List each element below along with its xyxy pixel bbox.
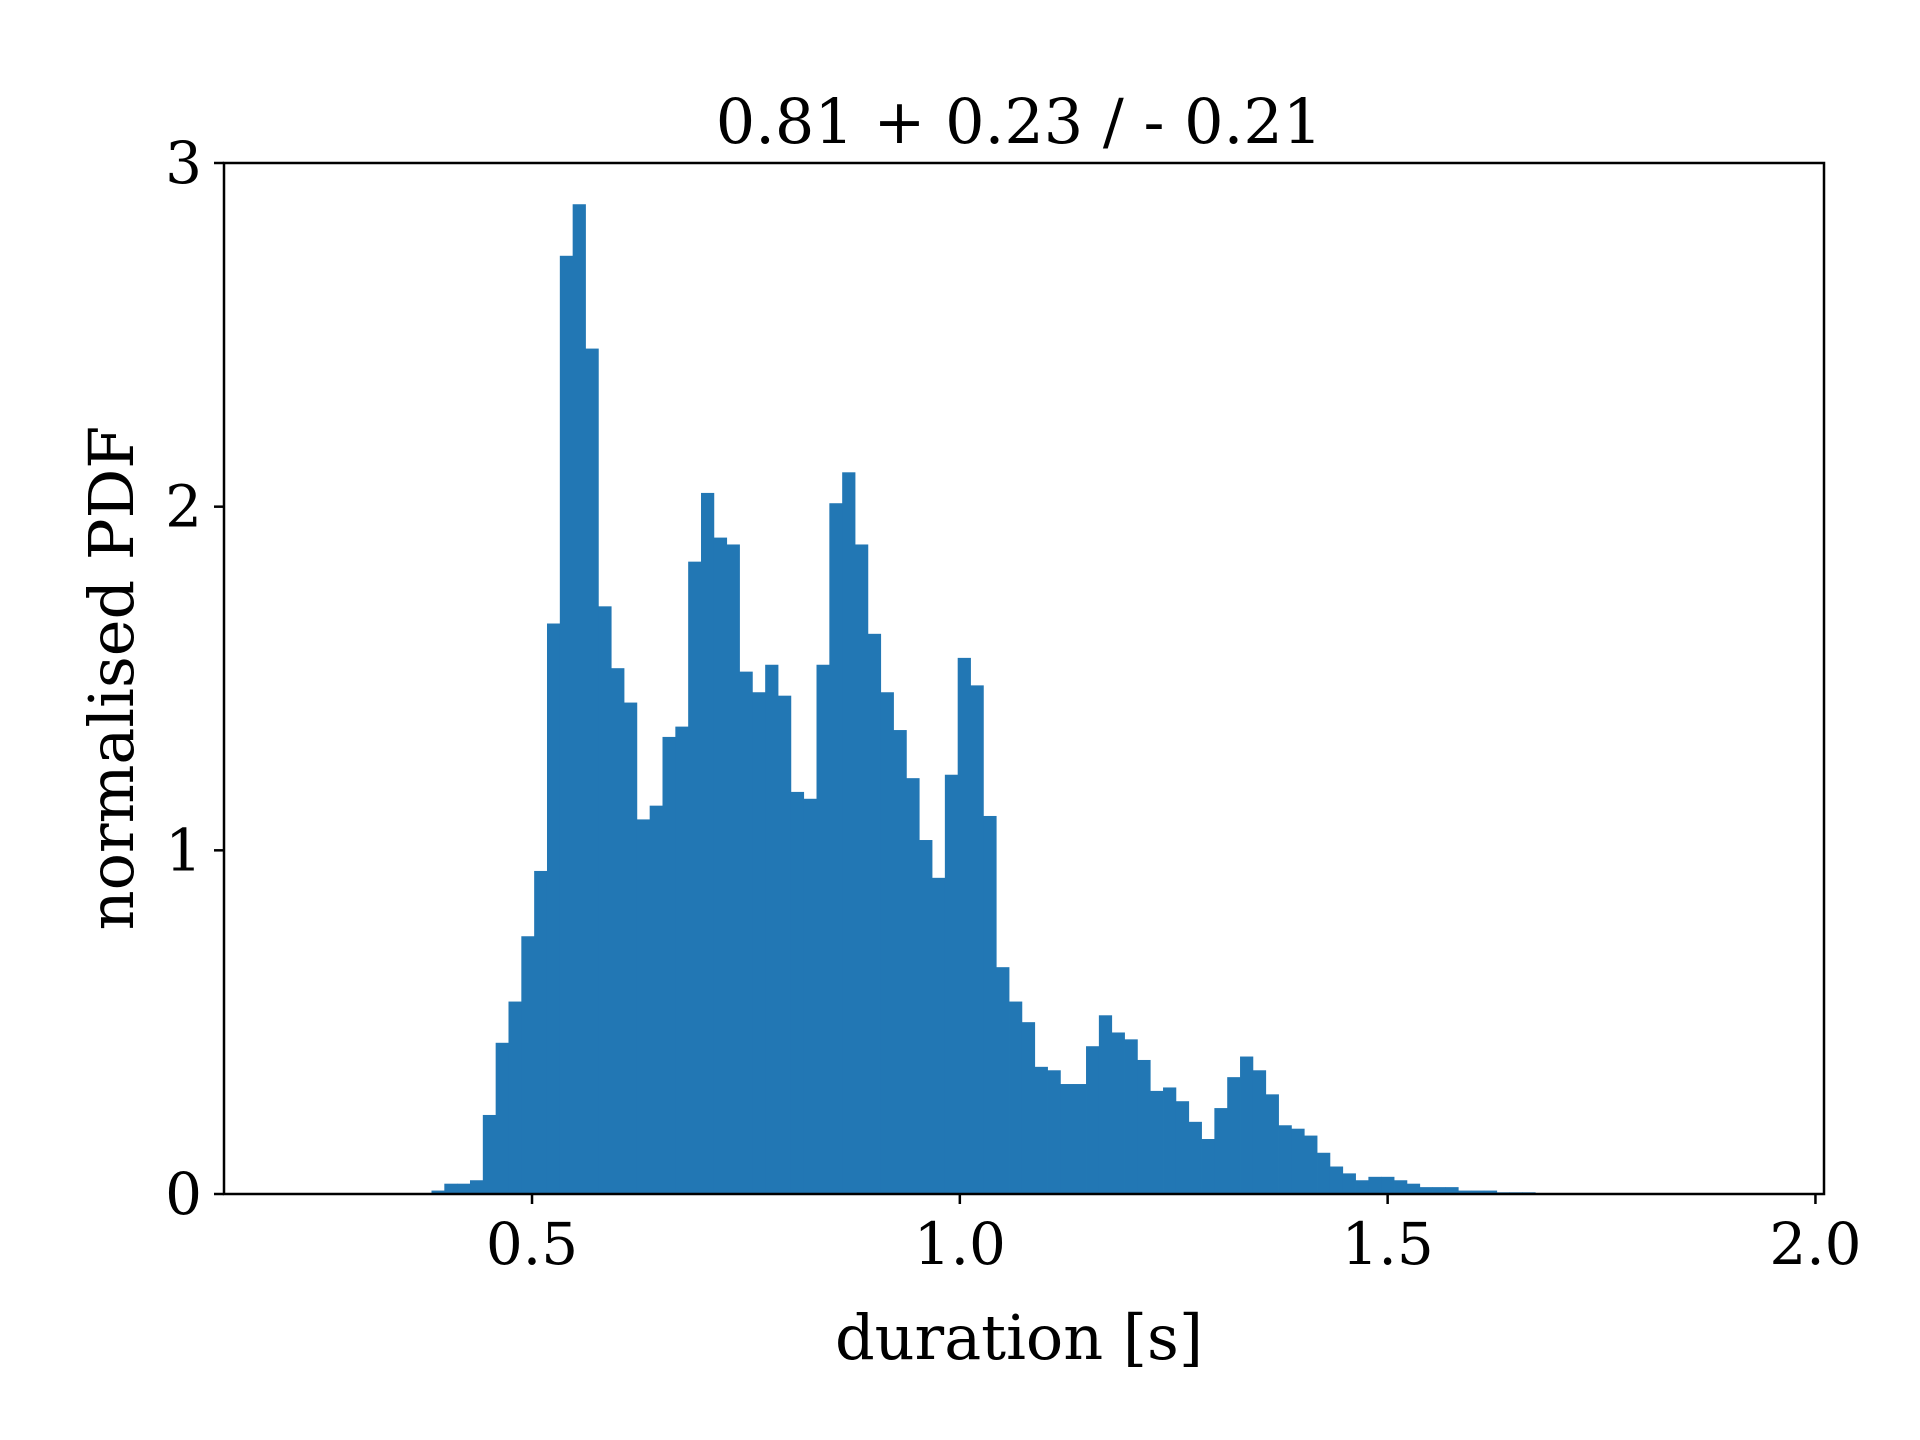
histogram-bar-39 (919, 840, 933, 1194)
histogram-bar-71 (1329, 1166, 1344, 1194)
histogram-bar-52 (1086, 1046, 1100, 1194)
histogram-bar-62 (1214, 1108, 1228, 1194)
histogram-bar-48 (1034, 1066, 1048, 1194)
x-tick-label: 1.0 (914, 1210, 1006, 1278)
histogram-bar-40 (932, 877, 946, 1194)
histogram-bar-41 (944, 774, 959, 1194)
histogram-bar-38 (906, 778, 920, 1194)
histogram-bar-83 (1483, 1190, 1498, 1194)
histogram-bar-57 (1150, 1090, 1164, 1194)
histogram-bar-72 (1342, 1173, 1356, 1194)
y-axis-ticks: 0 1 2 3 (165, 129, 224, 1228)
histogram-bar-14 (598, 606, 612, 1194)
histogram-bar-56 (1137, 1059, 1151, 1194)
histogram-bar-55 (1124, 1039, 1138, 1194)
histogram-bar-27 (765, 664, 779, 1194)
x-tick-label: 2.0 (1769, 1210, 1861, 1278)
histogram-bar-22 (701, 492, 715, 1194)
histogram-bar-53 (1098, 1015, 1113, 1194)
histogram-bar-11 (559, 255, 574, 1195)
histogram-bar-7 (508, 1001, 522, 1194)
histogram-bar-60 (1188, 1121, 1202, 1194)
histogram-bar-64 (1240, 1056, 1254, 1194)
histogram-bar-30 (803, 798, 817, 1194)
histogram-bar-59 (1175, 1101, 1190, 1194)
histogram-bar-16 (624, 702, 638, 1194)
histogram-bar-18 (649, 805, 663, 1194)
histogram-bar-76 (1394, 1180, 1408, 1194)
histogram-bar-1 (431, 1190, 445, 1194)
histogram-bar-31 (816, 664, 830, 1194)
histogram-bar-19 (662, 736, 676, 1194)
histogram-bar-42 (957, 657, 971, 1194)
histogram-bar-69 (1304, 1135, 1318, 1194)
y-tick-label: 3 (165, 129, 202, 197)
x-tick-label: 0.5 (486, 1210, 578, 1278)
histogram-bar-35 (867, 633, 882, 1194)
histogram-bar-5 (482, 1114, 497, 1194)
x-tick-label: 1.5 (1342, 1210, 1434, 1278)
x-axis-label: duration [s] (835, 1301, 1203, 1374)
histogram-bar-75 (1381, 1176, 1395, 1194)
histogram-bar-4 (469, 1180, 484, 1194)
histogram-bar-67 (1278, 1125, 1292, 1194)
y-tick-label: 1 (165, 816, 202, 884)
chart-title: 0.81 + 0.23 / - 0.21 (716, 85, 1322, 158)
histogram-bar-13 (585, 348, 599, 1195)
histogram-bar-25 (739, 671, 753, 1194)
histogram-bar-79 (1432, 1187, 1446, 1194)
histogram-bar-26 (752, 692, 766, 1194)
histogram-bar-45 (996, 967, 1010, 1194)
histogram-bar-66 (1265, 1094, 1279, 1194)
histogram-bar-74 (1368, 1176, 1382, 1194)
histogram-bar-46 (1009, 1001, 1023, 1194)
histogram-bar-54 (1111, 1032, 1125, 1194)
histogram-bar-58 (1163, 1087, 1177, 1194)
histogram-bar-6 (495, 1042, 509, 1194)
histogram-bar-63 (1227, 1077, 1241, 1194)
histogram-bar-8 (521, 936, 535, 1194)
histogram-bar-50 (1060, 1084, 1074, 1194)
histogram-bar-21 (688, 561, 702, 1194)
histogram-bar-32 (829, 503, 843, 1195)
histogram-bar-61 (1201, 1139, 1215, 1194)
histogram-bar-77 (1406, 1183, 1421, 1194)
histogram-bar-29 (790, 791, 805, 1194)
histogram-bar-36 (880, 692, 894, 1194)
histogram-bar-70 (1317, 1152, 1331, 1194)
histogram-bar-81 (1458, 1190, 1472, 1194)
histogram-bar-12 (572, 204, 586, 1195)
histogram-bar-44 (983, 815, 997, 1194)
x-axis-ticks: 0.5 1.0 1.5 2.0 (486, 1194, 1862, 1278)
histogram-bar-73 (1355, 1180, 1369, 1194)
histogram-bar-3 (457, 1183, 471, 1194)
histogram-bar-51 (1073, 1084, 1087, 1194)
histogram-bar-15 (611, 668, 625, 1194)
histogram-bar-78 (1419, 1187, 1433, 1194)
histogram-bar-23 (713, 537, 728, 1194)
histogram-bar-34 (855, 544, 869, 1194)
histogram-bar-65 (1252, 1070, 1267, 1194)
histogram-bar-2 (444, 1183, 458, 1194)
histogram-bar-80 (1445, 1187, 1459, 1194)
histogram-bar-47 (1021, 1022, 1036, 1194)
histogram-bar-49 (1047, 1070, 1061, 1194)
plot-frame (222, 161, 1826, 1196)
histogram-bar-24 (726, 544, 740, 1194)
histogram-bar-17 (636, 819, 651, 1194)
histogram-bars (431, 204, 1536, 1195)
y-axis-label: normalised PDF (75, 426, 148, 931)
y-tick-label: 2 (165, 473, 202, 541)
histogram-bar-43 (970, 685, 984, 1194)
histogram-bar-33 (842, 472, 856, 1194)
histogram-bar-68 (1291, 1128, 1305, 1194)
histogram-bar-10 (546, 623, 561, 1194)
y-tick-label: 0 (165, 1160, 202, 1228)
histogram-bar-20 (675, 726, 689, 1194)
histogram-bar-28 (778, 695, 792, 1194)
histogram-bar-82 (1471, 1190, 1485, 1194)
histogram-bar-9 (534, 870, 548, 1194)
histogram-bar-37 (893, 730, 907, 1194)
